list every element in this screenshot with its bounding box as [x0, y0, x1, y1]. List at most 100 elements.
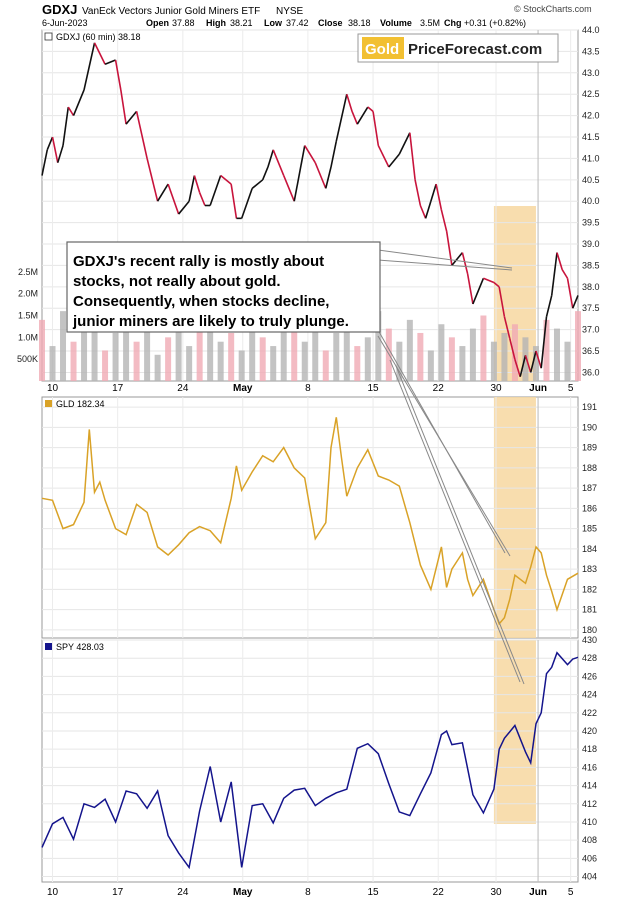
x-tick-label: 5	[568, 383, 574, 394]
series-segment	[56, 145, 64, 163]
volume-tick-label: 2.0M	[18, 289, 38, 299]
volume-bar	[575, 311, 581, 381]
series-segment	[535, 350, 542, 369]
y-tick-label: 44.0	[582, 25, 600, 35]
series-segment	[125, 110, 138, 125]
series-segment	[220, 174, 232, 185]
series-segment	[556, 252, 564, 270]
series-segment	[566, 278, 574, 309]
series-segment	[561, 269, 569, 279]
symbol-name: VanEck Vectors Junior Gold Miners ETF	[82, 6, 260, 17]
low-label: Low	[264, 18, 283, 28]
logo-gold-badge	[362, 37, 404, 59]
y-tick-label: 185	[582, 524, 597, 534]
y-tick-label: 420	[582, 726, 597, 736]
y-tick-label: 39.0	[582, 239, 600, 249]
volume-bar	[291, 328, 298, 381]
volume-bar	[511, 324, 518, 381]
volume-bar	[427, 350, 434, 381]
y-tick-label: 414	[582, 781, 597, 791]
y-tick-label: 43.5	[582, 46, 600, 56]
series-line	[41, 651, 579, 870]
volume-bar	[501, 332, 508, 381]
series-segment	[335, 94, 348, 142]
y-tick-label: 180	[582, 625, 597, 635]
y-tick-label: 189	[582, 443, 597, 453]
series-segment	[324, 166, 332, 189]
y-tick-label: 190	[582, 422, 597, 432]
series-segment	[240, 188, 253, 219]
x-tick-label: 22	[433, 383, 445, 394]
series-segment	[167, 183, 180, 215]
series-segment	[388, 153, 400, 168]
series-segment	[351, 111, 359, 125]
series-segment	[62, 106, 70, 146]
series-segment	[178, 200, 190, 215]
volume-bar	[333, 332, 340, 381]
callout-line	[395, 365, 525, 685]
series-segment	[135, 111, 148, 159]
annotation-frame	[66, 241, 381, 333]
y-tick-label: 40.0	[582, 196, 600, 206]
series-segment	[398, 132, 411, 155]
y-tick-label: 41.0	[582, 153, 600, 163]
series-segment	[430, 183, 437, 202]
series-segment	[545, 295, 553, 317]
volume-bar	[49, 346, 56, 381]
volume-bar	[417, 332, 424, 381]
series-segment	[550, 252, 558, 296]
series-segment	[230, 183, 238, 219]
close-value: 38.18	[348, 18, 371, 28]
legend-swatch	[44, 32, 53, 41]
panels: 36.0 36.5 37.0 37.5 38.0 38.5 39.0 39.5 40.0 40.5…	[17, 25, 600, 898]
series-segment	[451, 252, 464, 266]
volume-bar	[312, 319, 319, 381]
x-tick-label: Jun	[529, 383, 547, 394]
series-segment	[198, 192, 206, 206]
volume-bar	[322, 350, 329, 381]
logo-word-gold: Gold	[365, 41, 399, 58]
volume-bar	[175, 306, 182, 381]
x-tick-label: 15	[367, 887, 379, 898]
logo-word-site: PriceForecast.com	[408, 41, 542, 58]
x-tick-label: 24	[177, 383, 189, 394]
low-value: 37.42	[286, 18, 309, 28]
y-tick-label: 406	[582, 853, 597, 863]
series-segment	[493, 281, 500, 288]
series-segment	[120, 89, 127, 125]
series-segment	[114, 59, 122, 91]
goldpriceforecast-logo: Gold PriceForecast.com	[357, 33, 559, 63]
volume-tick-label: 2.5M	[18, 267, 38, 277]
series-segment	[472, 277, 485, 305]
series-segment	[440, 209, 448, 232]
panel-legend: GLD 182.34	[56, 399, 105, 409]
volume-bar	[532, 346, 539, 381]
series-segment	[251, 179, 264, 189]
y-tick-label: 38.0	[582, 282, 600, 292]
callout-line	[377, 259, 513, 271]
series-segment	[372, 111, 380, 146]
x-tick-label: 24	[177, 887, 189, 898]
series-segment	[267, 149, 274, 168]
x-tick-label: 17	[112, 383, 124, 394]
callout-lines	[377, 249, 525, 685]
series-segment	[83, 42, 96, 91]
volume-bar	[102, 350, 109, 381]
annotation-line-3: Consequently, when stocks decline,	[73, 293, 329, 310]
volume-bar	[438, 324, 445, 381]
series-segment	[314, 162, 327, 189]
volume-bar	[39, 319, 45, 381]
x-tick-label: 5	[568, 887, 574, 898]
open-value: 37.88	[172, 18, 195, 28]
volume-bar	[207, 319, 214, 381]
y-tick-label: 412	[582, 799, 597, 809]
series-segment	[346, 93, 353, 112]
volume-bar	[186, 346, 193, 381]
volume-tick-label: 1.5M	[18, 311, 38, 321]
series-segment	[424, 200, 432, 219]
x-tick-label: 8	[305, 887, 311, 898]
series-segment	[156, 183, 169, 202]
panel-gdxj: 36.0 36.5 37.0 37.5 38.0 38.5 39.0 39.5 40.0 40.5…	[17, 25, 600, 394]
